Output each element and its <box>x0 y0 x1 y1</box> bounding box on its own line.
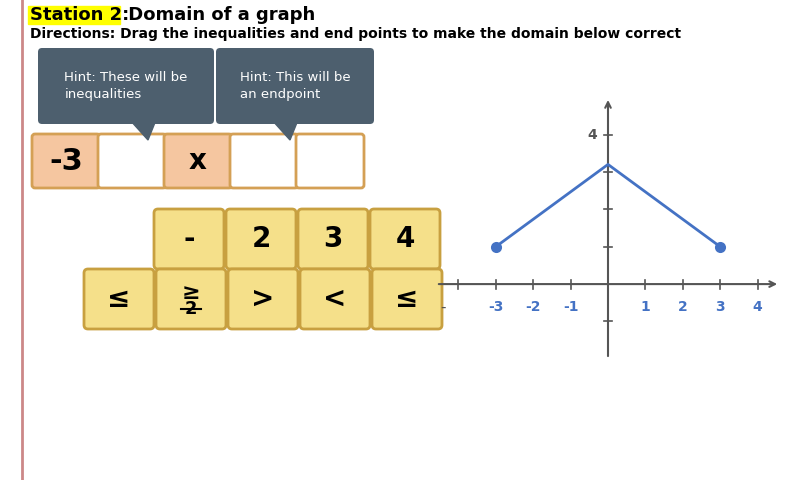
Text: Hint: This will be
an endpoint: Hint: This will be an endpoint <box>240 71 350 101</box>
FancyBboxPatch shape <box>230 134 298 188</box>
Text: x: x <box>189 147 207 175</box>
FancyBboxPatch shape <box>226 209 296 269</box>
Text: -1: -1 <box>563 300 578 314</box>
FancyBboxPatch shape <box>296 134 364 188</box>
Text: -2: -2 <box>526 300 541 314</box>
Text: ≤: ≤ <box>107 285 130 313</box>
Text: 1: 1 <box>641 300 650 314</box>
Text: 2: 2 <box>678 300 688 314</box>
Text: Directions: Drag the inequalities and end points to make the domain below correc: Directions: Drag the inequalities and en… <box>30 27 681 41</box>
FancyBboxPatch shape <box>98 134 166 188</box>
Text: 4: 4 <box>753 300 762 314</box>
FancyBboxPatch shape <box>298 209 368 269</box>
Text: 4: 4 <box>587 128 597 142</box>
Text: -3: -3 <box>49 146 83 176</box>
FancyBboxPatch shape <box>370 209 440 269</box>
FancyBboxPatch shape <box>84 269 154 329</box>
Polygon shape <box>272 120 298 140</box>
FancyBboxPatch shape <box>154 209 224 269</box>
Text: 2: 2 <box>251 225 270 253</box>
Text: ≤: ≤ <box>395 285 418 313</box>
Text: 2: 2 <box>185 300 198 318</box>
Text: >: > <box>251 285 274 313</box>
FancyBboxPatch shape <box>228 269 298 329</box>
Text: -3: -3 <box>488 300 503 314</box>
FancyBboxPatch shape <box>38 48 214 124</box>
Text: ≥: ≥ <box>182 283 200 303</box>
FancyBboxPatch shape <box>32 134 100 188</box>
FancyBboxPatch shape <box>164 134 232 188</box>
Polygon shape <box>130 120 156 140</box>
Text: Domain of a graph: Domain of a graph <box>122 6 315 24</box>
FancyBboxPatch shape <box>156 269 226 329</box>
Text: -: - <box>183 225 194 253</box>
Text: Station 2:: Station 2: <box>30 6 130 24</box>
FancyBboxPatch shape <box>300 269 370 329</box>
Text: 4: 4 <box>395 225 414 253</box>
Text: 3: 3 <box>715 300 725 314</box>
FancyBboxPatch shape <box>372 269 442 329</box>
Text: Hint: These will be
inequalities: Hint: These will be inequalities <box>64 71 188 101</box>
FancyBboxPatch shape <box>216 48 374 124</box>
Bar <box>28 6 120 24</box>
Text: 3: 3 <box>323 225 342 253</box>
Text: -: - <box>441 300 446 315</box>
Text: <: < <box>323 285 346 313</box>
